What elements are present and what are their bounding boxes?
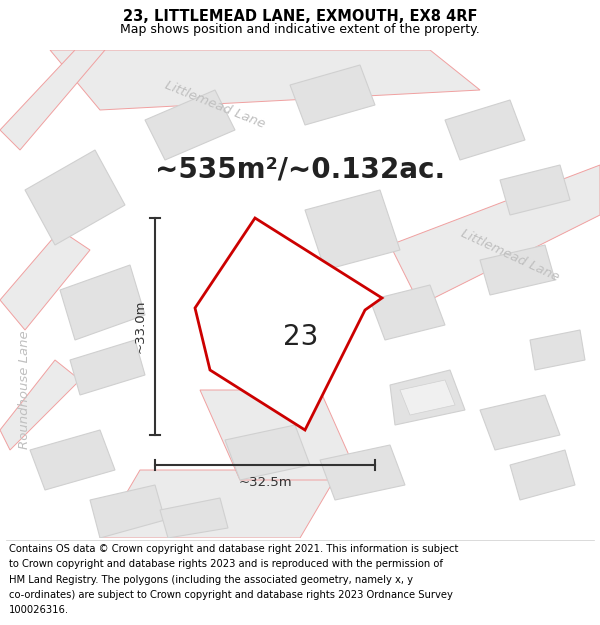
- Polygon shape: [400, 380, 455, 415]
- Polygon shape: [445, 100, 525, 160]
- Polygon shape: [50, 50, 480, 110]
- Polygon shape: [390, 370, 465, 425]
- Text: 23: 23: [283, 323, 318, 351]
- Polygon shape: [225, 425, 310, 480]
- Polygon shape: [100, 470, 340, 538]
- Polygon shape: [305, 190, 400, 270]
- Polygon shape: [370, 285, 445, 340]
- Polygon shape: [500, 165, 570, 215]
- Polygon shape: [145, 90, 235, 160]
- Polygon shape: [60, 265, 145, 340]
- Polygon shape: [25, 150, 125, 245]
- Text: HM Land Registry. The polygons (including the associated geometry, namely x, y: HM Land Registry. The polygons (includin…: [9, 575, 413, 585]
- Text: Roundhouse Lane: Roundhouse Lane: [19, 331, 32, 449]
- Polygon shape: [195, 218, 382, 430]
- Text: Littlemead Lane: Littlemead Lane: [163, 79, 267, 131]
- Polygon shape: [320, 445, 405, 500]
- Polygon shape: [510, 450, 575, 500]
- Polygon shape: [0, 50, 105, 150]
- Polygon shape: [0, 360, 80, 450]
- Polygon shape: [70, 340, 145, 395]
- Text: Littlemead Lane: Littlemead Lane: [459, 226, 561, 284]
- Text: ~535m²/~0.132ac.: ~535m²/~0.132ac.: [155, 156, 445, 184]
- Polygon shape: [480, 395, 560, 450]
- Text: ~32.5m: ~32.5m: [238, 476, 292, 489]
- Text: 100026316.: 100026316.: [9, 606, 69, 616]
- Text: ~33.0m: ~33.0m: [133, 300, 146, 353]
- Polygon shape: [290, 65, 375, 125]
- Polygon shape: [30, 430, 115, 490]
- Text: co-ordinates) are subject to Crown copyright and database rights 2023 Ordnance S: co-ordinates) are subject to Crown copyr…: [9, 590, 453, 600]
- Polygon shape: [390, 165, 600, 305]
- Polygon shape: [90, 485, 165, 538]
- Polygon shape: [480, 245, 555, 295]
- Polygon shape: [160, 498, 228, 538]
- Polygon shape: [0, 230, 90, 330]
- Polygon shape: [530, 330, 585, 370]
- Text: Contains OS data © Crown copyright and database right 2021. This information is : Contains OS data © Crown copyright and d…: [9, 544, 458, 554]
- Text: to Crown copyright and database rights 2023 and is reproduced with the permissio: to Crown copyright and database rights 2…: [9, 559, 443, 569]
- Polygon shape: [200, 390, 360, 480]
- Text: Map shows position and indicative extent of the property.: Map shows position and indicative extent…: [120, 23, 480, 36]
- Text: 23, LITTLEMEAD LANE, EXMOUTH, EX8 4RF: 23, LITTLEMEAD LANE, EXMOUTH, EX8 4RF: [123, 9, 477, 24]
